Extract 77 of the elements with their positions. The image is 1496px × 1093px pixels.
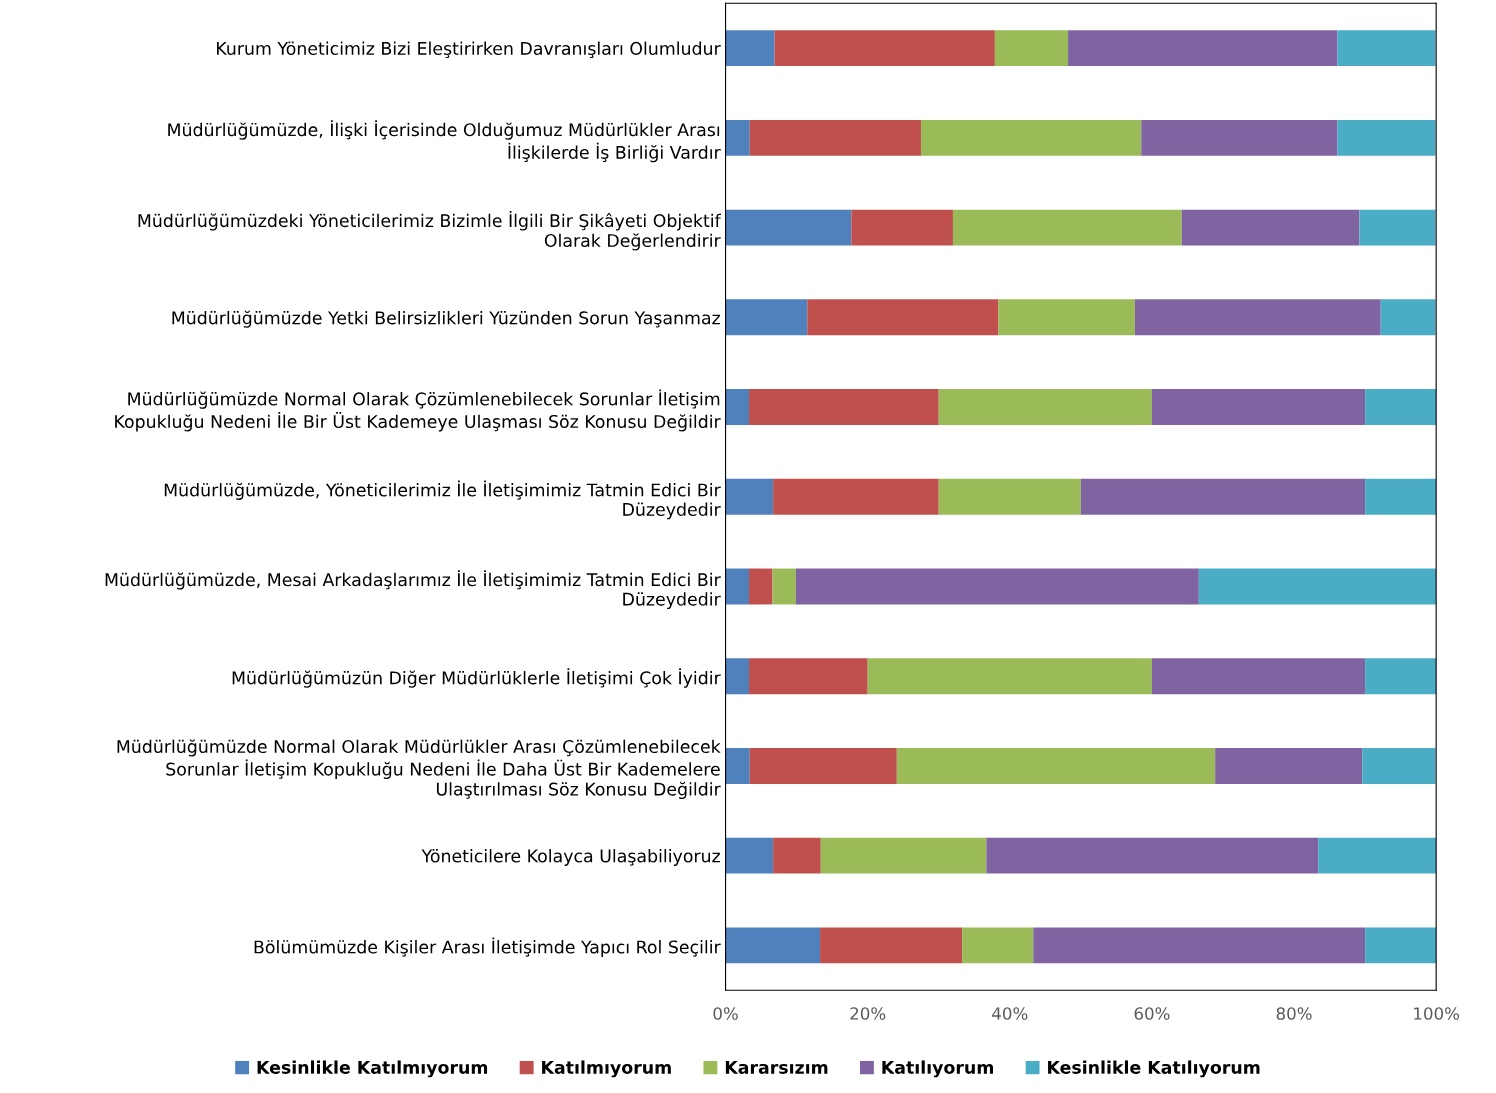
bar xyxy=(1380,299,1436,336)
bar xyxy=(749,568,773,605)
bar xyxy=(807,299,999,336)
bar xyxy=(749,389,939,425)
y-tick-label: Müdürlüğümüzün Diğer Müdürlüklerle İletişimi Çok İyidir xyxy=(232,668,721,688)
bar xyxy=(1141,119,1338,156)
bar xyxy=(986,837,1319,874)
bar xyxy=(725,568,750,605)
bar xyxy=(1337,119,1436,156)
y-tick-label: Müdürlüğümüzde Normal Olarak Müdürlükler Arası Çözümlenebilecek Sorunlar İletişim Kopukluğu Nedeni İle Daha Üst Bir Kademelere Ulaştırılması Söz Konusu Değildir xyxy=(117,739,721,800)
bar xyxy=(725,748,750,784)
bar xyxy=(725,658,750,695)
legend-label: Katılmıyorum xyxy=(542,1060,671,1078)
y-tick-label: Müdürlüğümüzde, Mesai Arkadaşlarımız İle İletişimimiz Tatmin Edici Bir Düzeydedir xyxy=(105,570,721,610)
bar xyxy=(1215,748,1363,784)
bar xyxy=(725,389,750,425)
bar xyxy=(1181,209,1360,246)
bar xyxy=(1068,30,1338,67)
bar xyxy=(1362,748,1436,784)
bar xyxy=(749,119,921,156)
bar xyxy=(725,209,852,246)
bar xyxy=(774,30,995,67)
y-tick-label: Bölümümüzde Kişiler Arası İletişimde Yapıcı Rol Seçilir xyxy=(254,937,721,957)
bar xyxy=(962,927,1034,964)
y-tick-label: Kurum Yöneticimiz Bizi Eleştirirken Davranışları Olumludur xyxy=(217,41,721,59)
bar xyxy=(1033,927,1366,964)
bar xyxy=(920,119,1142,156)
bar xyxy=(1365,927,1437,964)
x-tick-label: 80% xyxy=(1276,1007,1312,1020)
bar xyxy=(725,299,808,336)
bar xyxy=(1337,30,1436,67)
bar xyxy=(1151,658,1366,695)
bar xyxy=(1365,658,1437,695)
bar xyxy=(772,568,796,605)
y-tick-label: Müdürlüğümüzde Normal Olarak Çözümlenebilecek Sorunlar İletişim Kopukluğu Nedeni İle Bir Üst Kademeye Ulaşması Söz Konusu Değildir xyxy=(115,389,721,432)
x-tick-label: 60% xyxy=(1134,1007,1170,1020)
bar xyxy=(1080,478,1366,515)
bar xyxy=(1365,389,1437,425)
bar xyxy=(938,478,1081,515)
bar xyxy=(749,748,897,784)
bar xyxy=(1359,209,1436,246)
y-tick-label: Yöneticilere Kolayca Ulaşabiliyoruz xyxy=(421,849,720,866)
bar xyxy=(725,478,774,515)
legend-label: Kararsızım xyxy=(725,1060,828,1074)
y-tick-label: Müdürlüğümüzde, Yöneticilerimiz İle İletişimimiz Tatmin Edici Bir Düzeydedir xyxy=(164,480,721,520)
bar xyxy=(998,299,1135,336)
bar xyxy=(749,658,868,695)
bar xyxy=(725,119,750,156)
legend-label: Katılıyorum xyxy=(882,1060,994,1078)
x-tick-label: 40% xyxy=(992,1007,1028,1020)
bar xyxy=(952,209,1182,246)
bar xyxy=(773,478,939,515)
legend-label: Kesinlikle Katılıyorum xyxy=(1048,1060,1260,1078)
bar xyxy=(938,389,1152,425)
bar xyxy=(725,927,821,964)
x-tick-label: 0% xyxy=(713,1007,738,1020)
y-tick-label: Müdürlüğümüzde, İlişki İçerisinde Olduğumuz Müdürlükler Arası İlişkilerde İş Birliği Vardır xyxy=(168,120,721,163)
bar xyxy=(820,837,987,874)
bar xyxy=(820,927,963,964)
bar xyxy=(725,837,774,874)
bar xyxy=(994,30,1069,67)
bar xyxy=(795,568,1199,605)
bar xyxy=(867,658,1152,695)
bar xyxy=(896,748,1216,784)
bar xyxy=(851,209,953,246)
bar xyxy=(773,837,821,874)
y-tick-label: Müdürlüğümüzde Yetki Belirsizlikleri Yüzünden Sorun Yaşanmaz xyxy=(172,310,720,328)
bar xyxy=(1365,478,1437,515)
x-tick-label: 20% xyxy=(850,1007,886,1020)
x-tick-label: 100% xyxy=(1414,1007,1460,1020)
bar xyxy=(1318,837,1437,874)
bar xyxy=(1151,389,1366,425)
y-tick-label: Müdürlüğümüzdeki Yöneticilerimiz Bizimle İlgili Bir Şikâyeti Objektif Olarak Değerlendirir xyxy=(138,211,722,251)
bar xyxy=(1134,299,1381,336)
bar xyxy=(1198,568,1437,605)
bar xyxy=(725,30,775,67)
legend-label: Kesinlikle Katılmıyorum xyxy=(257,1060,488,1078)
